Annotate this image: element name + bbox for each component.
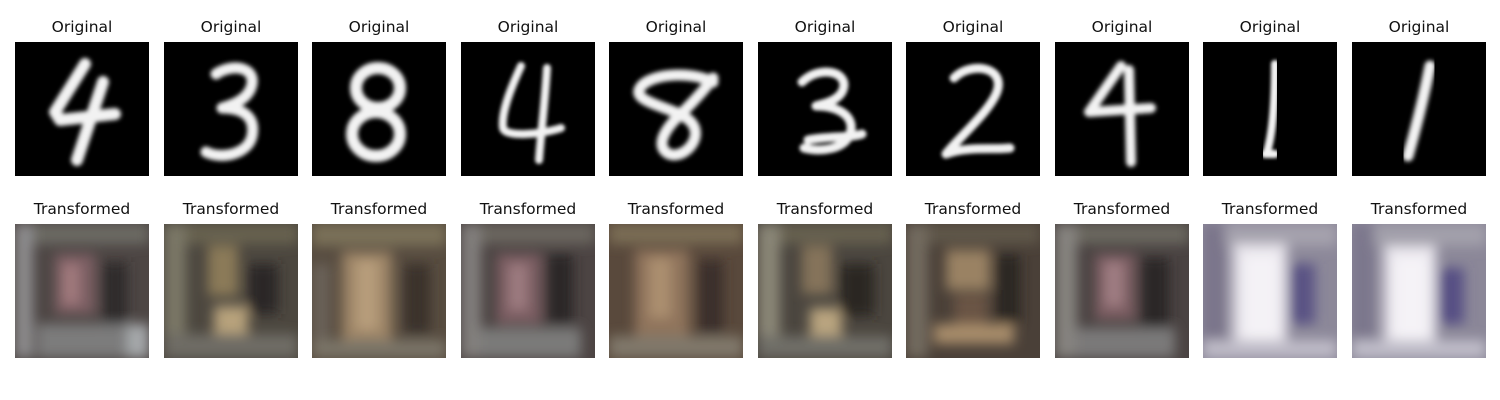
panel-title: Transformed bbox=[330, 200, 428, 218]
panel-title: Original bbox=[1388, 18, 1450, 36]
transformed-image bbox=[1203, 224, 1337, 358]
panel-title: Original bbox=[794, 18, 856, 36]
panel-title: Original bbox=[645, 18, 707, 36]
transformed-image bbox=[609, 224, 743, 358]
panel-title: Original bbox=[1239, 18, 1301, 36]
panel-title: Transformed bbox=[627, 200, 725, 218]
panel-title: Transformed bbox=[1221, 200, 1319, 218]
digit-image-original bbox=[609, 42, 743, 176]
transformed-image bbox=[15, 224, 149, 358]
panel-title: Transformed bbox=[924, 200, 1022, 218]
digit-image-original bbox=[1352, 42, 1486, 176]
panel-title: Transformed bbox=[33, 200, 131, 218]
panel-title: Transformed bbox=[182, 200, 280, 218]
transformed-image bbox=[461, 224, 595, 358]
transformed-image bbox=[1055, 224, 1189, 358]
panel-title: Transformed bbox=[776, 200, 874, 218]
panel-title: Transformed bbox=[1073, 200, 1171, 218]
digit-image-original bbox=[1055, 42, 1189, 176]
digit-image-original bbox=[312, 42, 446, 176]
transformed-image bbox=[1352, 224, 1486, 358]
transformed-image bbox=[164, 224, 298, 358]
digit-image-original bbox=[906, 42, 1040, 176]
panel-title: Transformed bbox=[1370, 200, 1468, 218]
transformed-image bbox=[906, 224, 1040, 358]
transformed-image bbox=[312, 224, 446, 358]
digit-image-original bbox=[1203, 42, 1337, 176]
panel-title: Original bbox=[51, 18, 113, 36]
digit-image-original bbox=[461, 42, 595, 176]
digit-image-original bbox=[758, 42, 892, 176]
panel-title: Transformed bbox=[479, 200, 577, 218]
panel-title: Original bbox=[942, 18, 1004, 36]
panel-title: Original bbox=[348, 18, 410, 36]
digit-image-original bbox=[164, 42, 298, 176]
transformed-image bbox=[758, 224, 892, 358]
panel-title: Original bbox=[200, 18, 262, 36]
digit-image-original bbox=[15, 42, 149, 176]
panel-title: Original bbox=[497, 18, 559, 36]
panel-title: Original bbox=[1091, 18, 1153, 36]
